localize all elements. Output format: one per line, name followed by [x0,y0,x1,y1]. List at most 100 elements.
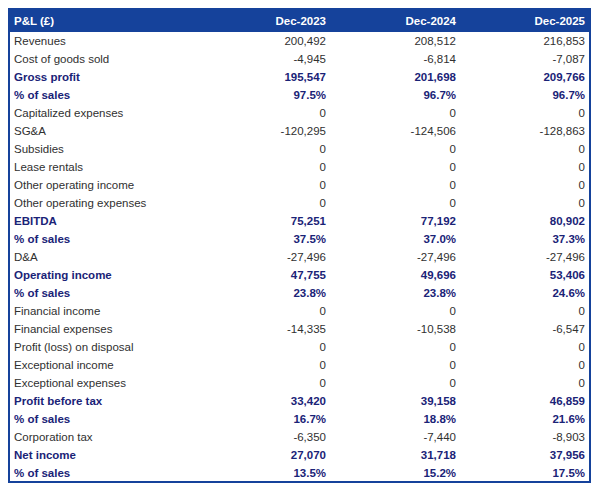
row-label: Profit (loss) on disposal [9,338,200,356]
cell-value: 0 [330,194,460,212]
row-label: Subsidies [9,140,200,158]
cell-value: 0 [460,338,590,356]
cell-value: 0 [330,140,460,158]
column-header: Dec-2025 [460,9,590,32]
pnl-table-body: Revenues200,492208,512216,853Cost of goo… [9,32,590,482]
cell-value: 33,420 [200,392,330,410]
row-label: EBITDA [9,212,200,230]
cell-value: 47,755 [200,266,330,284]
cell-value: 216,853 [460,32,590,50]
cell-value: 23.8% [200,284,330,302]
cell-value: 15.2% [330,464,460,482]
cell-value: 97.5% [200,86,330,104]
cell-value: 96.7% [330,86,460,104]
row-label: SG&A [9,122,200,140]
cell-value: 23.8% [330,284,460,302]
table-row: Other operating expenses000 [9,194,590,212]
cell-value: 27,070 [200,446,330,464]
table-row: Subsidies000 [9,140,590,158]
table-row: Operating income47,75549,69653,406 [9,266,590,284]
cell-value: 39,158 [330,392,460,410]
row-label: Operating income [9,266,200,284]
cell-value: 80,902 [460,212,590,230]
table-row: Exceptional income000 [9,356,590,374]
cell-value: 0 [200,374,330,392]
cell-value: 37,956 [460,446,590,464]
cell-value: 0 [460,356,590,374]
table-row: D&A-27,496-27,496-27,496 [9,248,590,266]
row-label: Exceptional expenses [9,374,200,392]
cell-value: 209,766 [460,68,590,86]
cell-value: -27,496 [200,248,330,266]
cell-value: 0 [200,176,330,194]
cell-value: 31,718 [330,446,460,464]
table-row: Net income27,07031,71837,956 [9,446,590,464]
cell-value: 0 [200,104,330,122]
cell-value: -14,335 [200,320,330,338]
cell-value: -124,506 [330,122,460,140]
row-label: % of sales [9,410,200,428]
cell-value: 0 [460,158,590,176]
cell-value: 0 [460,194,590,212]
table-row: Lease rentals000 [9,158,590,176]
table-row: Cost of goods sold-4,945-6,814-7,087 [9,50,590,68]
row-label: Revenues [9,32,200,50]
table-row: % of sales13.5%15.2%17.5% [9,464,590,482]
cell-value: -4,945 [200,50,330,68]
table-row: Gross profit195,547201,698209,766 [9,68,590,86]
cell-value: -27,496 [460,248,590,266]
cell-value: 0 [460,302,590,320]
row-label: Corporation tax [9,428,200,446]
cell-value: -6,547 [460,320,590,338]
row-label: Gross profit [9,68,200,86]
table-row: Capitalized expenses000 [9,104,590,122]
cell-value: -128,863 [460,122,590,140]
row-label: Net income [9,446,200,464]
row-label: Financial income [9,302,200,320]
table-row: EBITDA75,25177,19280,902 [9,212,590,230]
table-row: Corporation tax-6,350-7,440-8,903 [9,428,590,446]
cell-value: 0 [460,140,590,158]
cell-value: 46,859 [460,392,590,410]
table-row: Profit (loss) on disposal000 [9,338,590,356]
cell-value: 208,512 [330,32,460,50]
cell-value: 0 [200,338,330,356]
cell-value: 24.6% [460,284,590,302]
cell-value: 77,192 [330,212,460,230]
cell-value: 0 [460,104,590,122]
cell-value: 0 [330,158,460,176]
row-label: Cost of goods sold [9,50,200,68]
table-row: % of sales16.7%18.8%21.6% [9,410,590,428]
header-row: P&L (£) Dec-2023Dec-2024Dec-2025 [9,9,590,32]
cell-value: 53,406 [460,266,590,284]
cell-value: -27,496 [330,248,460,266]
cell-value: -6,350 [200,428,330,446]
cell-value: 0 [330,302,460,320]
row-label: Exceptional income [9,356,200,374]
cell-value: 0 [330,374,460,392]
table-row: SG&A-120,295-124,506-128,863 [9,122,590,140]
cell-value: 0 [200,302,330,320]
pnl-table-header: P&L (£) Dec-2023Dec-2024Dec-2025 [9,9,590,32]
cell-value: 0 [200,158,330,176]
row-label: Financial expenses [9,320,200,338]
table-row: % of sales97.5%96.7%96.7% [9,86,590,104]
cell-value: 13.5% [200,464,330,482]
cell-value: 195,547 [200,68,330,86]
pnl-table: P&L (£) Dec-2023Dec-2024Dec-2025 Revenue… [8,8,591,483]
cell-value: -7,087 [460,50,590,68]
column-header: Dec-2024 [330,9,460,32]
table-row: Exceptional expenses000 [9,374,590,392]
table-row: Financial income000 [9,302,590,320]
cell-value: 0 [330,176,460,194]
table-row: % of sales37.5%37.0%37.3% [9,230,590,248]
cell-value: -8,903 [460,428,590,446]
table-row: Other operating income000 [9,176,590,194]
row-label: Profit before tax [9,392,200,410]
cell-value: 17.5% [460,464,590,482]
table-row: % of sales23.8%23.8%24.6% [9,284,590,302]
row-label: Capitalized expenses [9,104,200,122]
cell-value: 0 [460,176,590,194]
row-label: % of sales [9,284,200,302]
cell-value: -120,295 [200,122,330,140]
